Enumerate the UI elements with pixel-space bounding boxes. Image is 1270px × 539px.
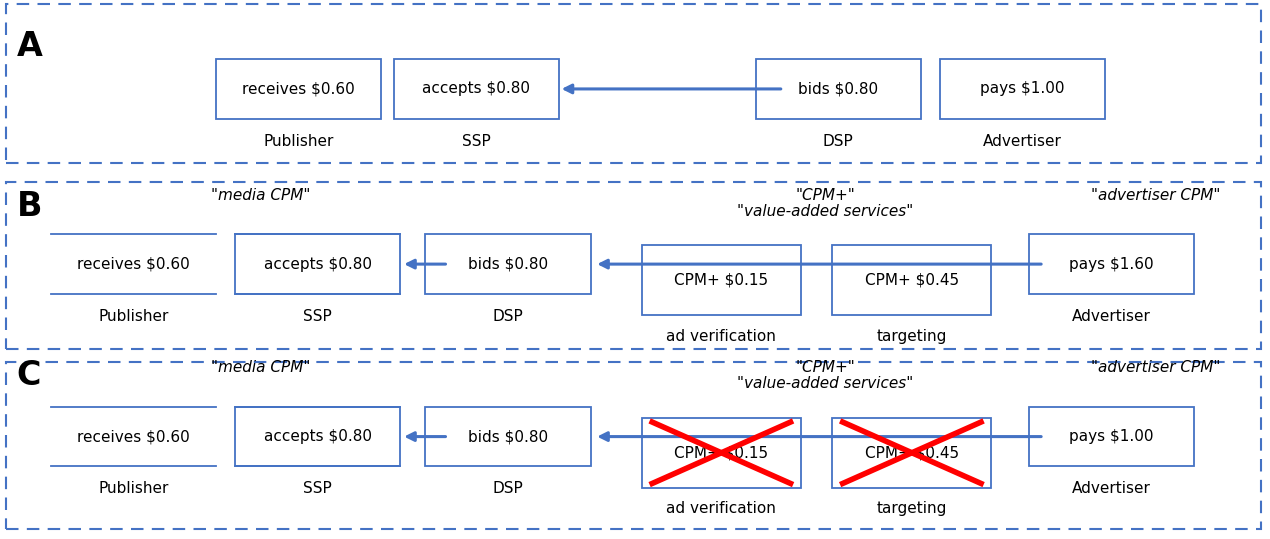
- Text: "value-added services": "value-added services": [738, 204, 913, 219]
- Text: Publisher: Publisher: [98, 481, 169, 496]
- Text: bids $0.80: bids $0.80: [467, 257, 549, 272]
- Text: DSP: DSP: [493, 309, 523, 324]
- Bar: [6, 182, 1261, 349]
- Text: Publisher: Publisher: [98, 309, 169, 324]
- Bar: [425, 407, 591, 466]
- Text: pays $1.00: pays $1.00: [980, 81, 1064, 96]
- Text: "advertiser CPM": "advertiser CPM": [1091, 188, 1220, 203]
- Text: receives $0.60: receives $0.60: [243, 81, 354, 96]
- Bar: [641, 418, 800, 488]
- Text: Advertiser: Advertiser: [1072, 309, 1151, 324]
- Text: CPM+ $0.45: CPM+ $0.45: [865, 273, 959, 288]
- Text: CPM+ $0.15: CPM+ $0.15: [674, 445, 768, 460]
- Text: SSP: SSP: [304, 309, 331, 324]
- Bar: [425, 234, 591, 294]
- Text: "CPM+": "CPM+": [795, 360, 856, 375]
- Text: accepts $0.80: accepts $0.80: [422, 81, 531, 96]
- Text: bids $0.80: bids $0.80: [467, 429, 549, 444]
- Text: Advertiser: Advertiser: [1072, 481, 1151, 496]
- Text: C: C: [17, 359, 41, 392]
- Text: Advertiser: Advertiser: [983, 134, 1062, 149]
- Text: "media CPM": "media CPM": [211, 360, 310, 375]
- Bar: [235, 234, 400, 294]
- Bar: [940, 59, 1105, 119]
- Text: bids $0.80: bids $0.80: [798, 81, 879, 96]
- Bar: [394, 59, 559, 119]
- Bar: [216, 59, 381, 119]
- Text: receives $0.60: receives $0.60: [77, 257, 189, 272]
- Text: targeting: targeting: [876, 501, 947, 516]
- Text: "value-added services": "value-added services": [738, 376, 913, 391]
- Text: DSP: DSP: [823, 134, 853, 149]
- Text: DSP: DSP: [493, 481, 523, 496]
- Text: targeting: targeting: [876, 329, 947, 344]
- Text: "CPM+": "CPM+": [795, 188, 856, 203]
- Text: pays $1.00: pays $1.00: [1069, 429, 1153, 444]
- Text: "advertiser CPM": "advertiser CPM": [1091, 360, 1220, 375]
- Text: CPM+ $0.15: CPM+ $0.15: [674, 273, 768, 288]
- Text: SSP: SSP: [462, 134, 490, 149]
- Text: accepts $0.80: accepts $0.80: [263, 429, 372, 444]
- Bar: [833, 418, 991, 488]
- Bar: [756, 59, 921, 119]
- Text: ad verification: ad verification: [667, 329, 776, 344]
- Text: A: A: [17, 30, 42, 63]
- Text: receives $0.60: receives $0.60: [77, 429, 189, 444]
- Bar: [1029, 234, 1194, 294]
- Text: Publisher: Publisher: [263, 134, 334, 149]
- Text: accepts $0.80: accepts $0.80: [263, 257, 372, 272]
- Text: B: B: [17, 190, 42, 223]
- Bar: [641, 245, 800, 315]
- Text: ad verification: ad verification: [667, 501, 776, 516]
- Text: pays $1.60: pays $1.60: [1069, 257, 1153, 272]
- Text: "media CPM": "media CPM": [211, 188, 310, 203]
- Bar: [1029, 407, 1194, 466]
- Bar: [6, 4, 1261, 163]
- Bar: [235, 407, 400, 466]
- Text: CPM+ $0.45: CPM+ $0.45: [865, 445, 959, 460]
- Bar: [6, 362, 1261, 529]
- Text: SSP: SSP: [304, 481, 331, 496]
- Bar: [833, 245, 991, 315]
